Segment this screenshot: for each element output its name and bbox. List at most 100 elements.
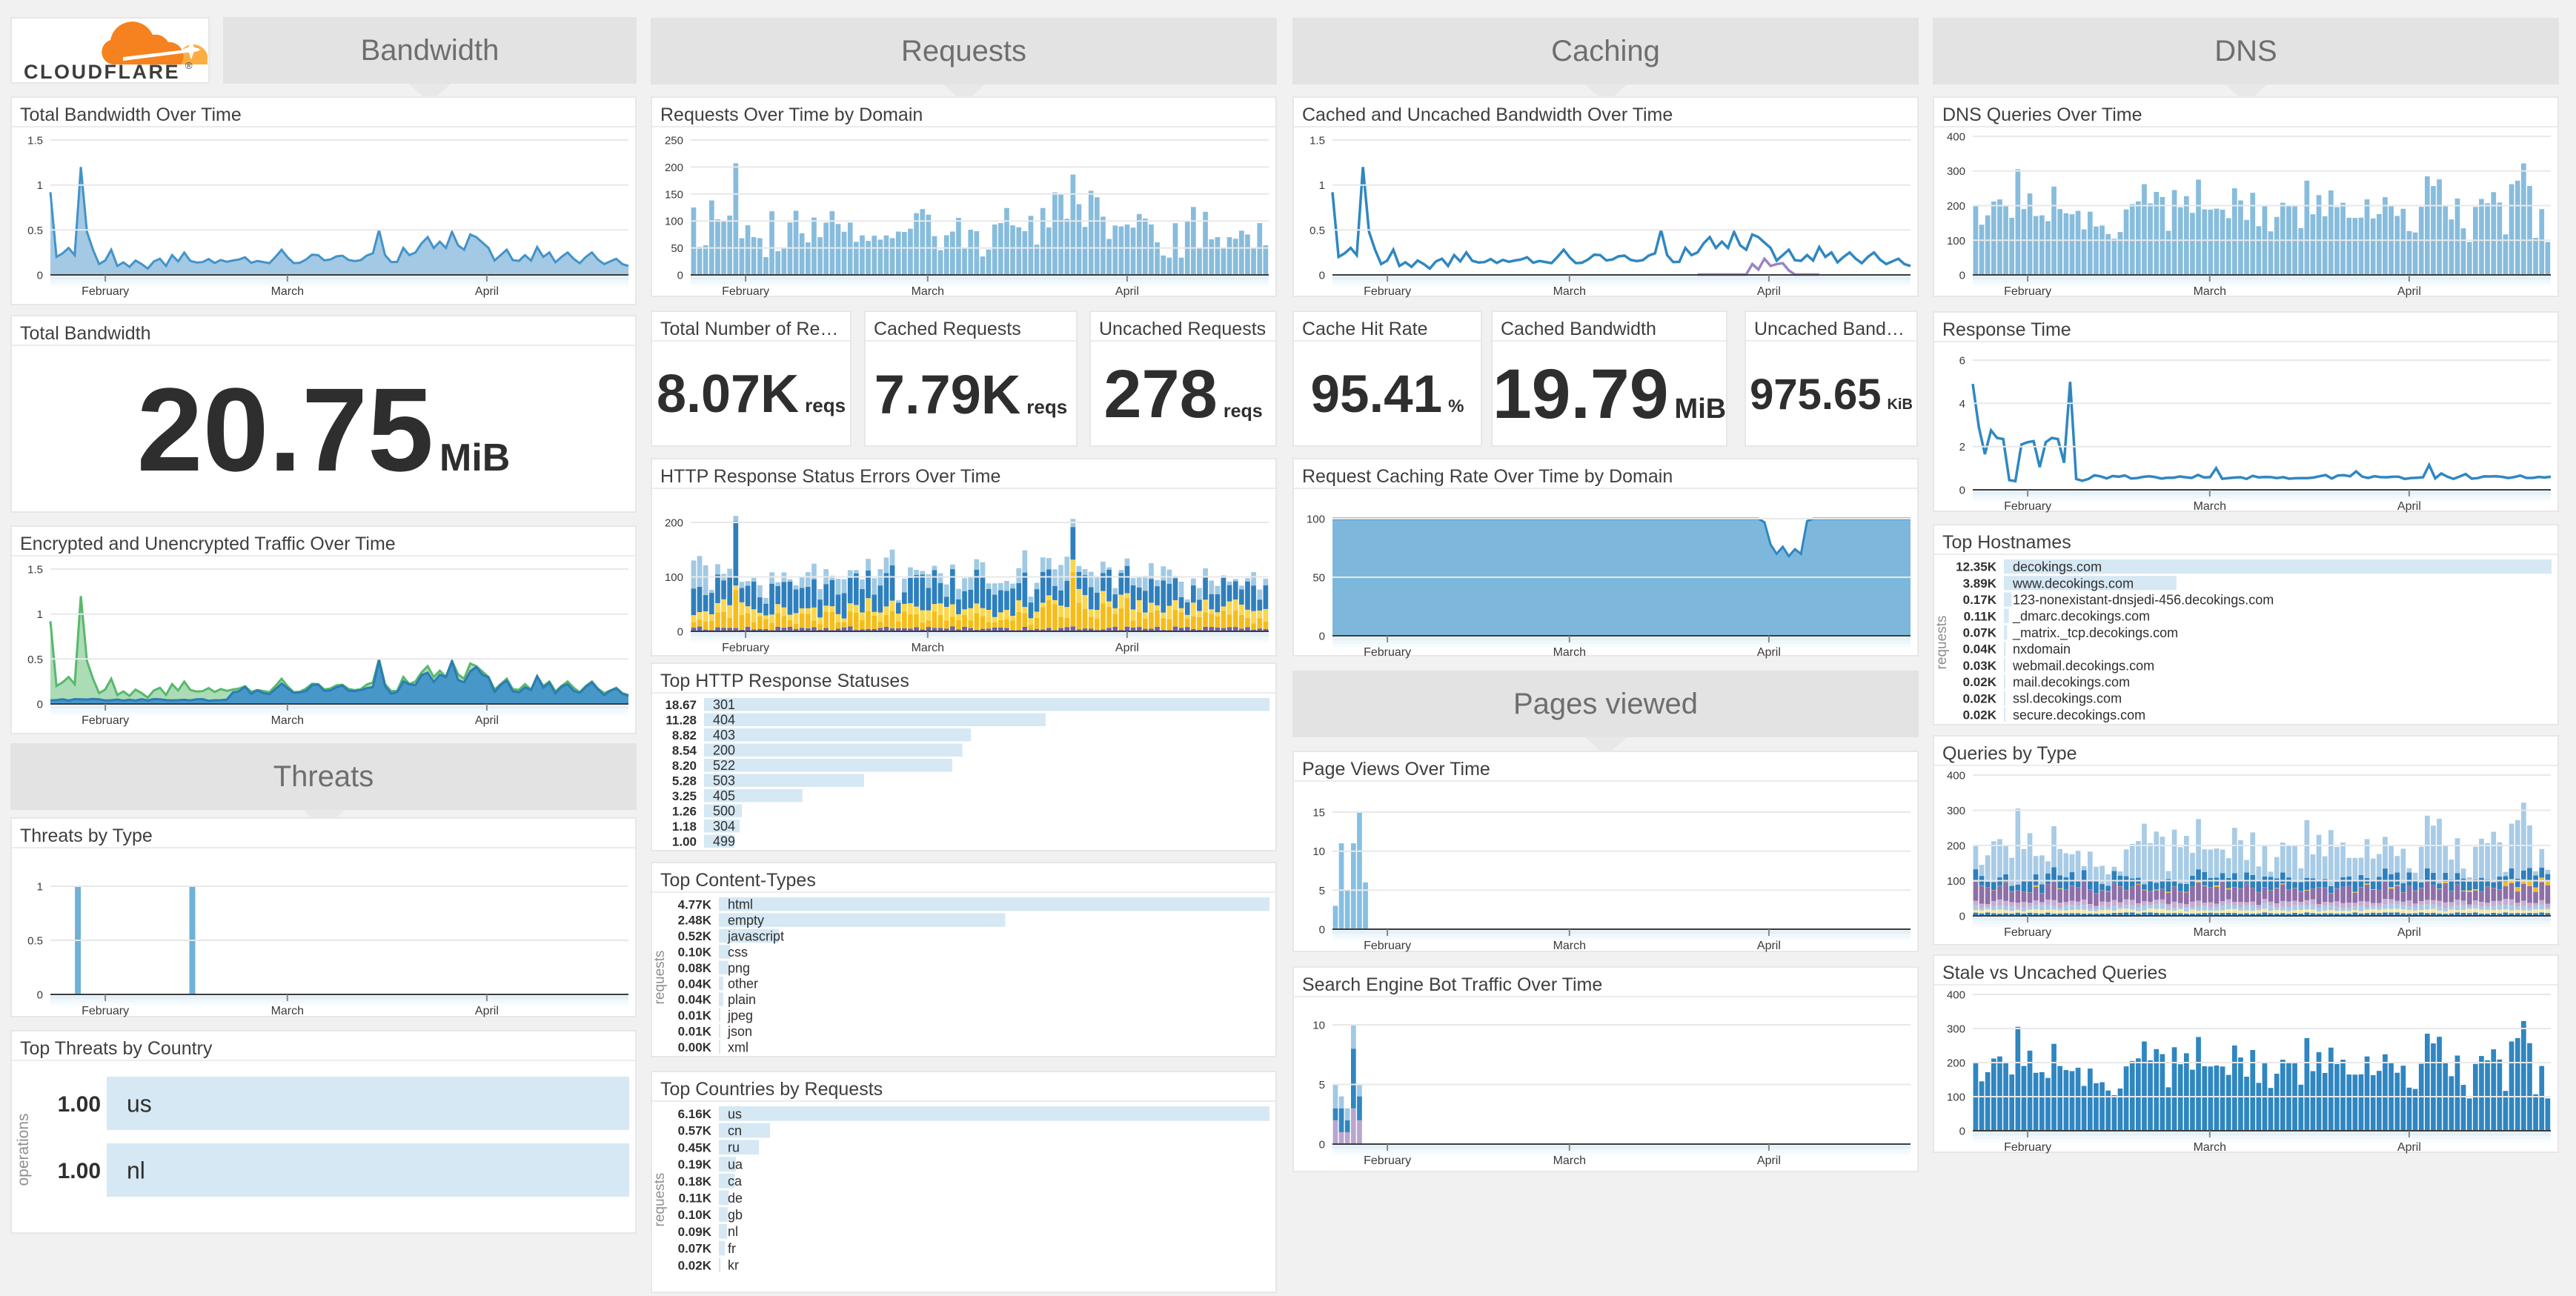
svg-text:javascript: javascript bbox=[727, 929, 784, 944]
svg-text:5.28: 5.28 bbox=[672, 774, 697, 788]
svg-text:1: 1 bbox=[37, 179, 43, 192]
svg-text:ua: ua bbox=[728, 1157, 743, 1172]
svg-text:April: April bbox=[2397, 285, 2421, 298]
svg-text:0: 0 bbox=[37, 989, 43, 1002]
svg-text:April: April bbox=[1757, 285, 1781, 298]
svg-text:18.67: 18.67 bbox=[665, 698, 697, 712]
svg-text:mail.decokings.com: mail.decokings.com bbox=[2013, 675, 2130, 690]
svg-text:5: 5 bbox=[1319, 885, 1325, 897]
svg-text:0.52K: 0.52K bbox=[678, 929, 712, 943]
svg-text:11.28: 11.28 bbox=[665, 713, 697, 727]
svg-text:html: html bbox=[728, 897, 753, 912]
svg-text:8.54: 8.54 bbox=[672, 743, 697, 757]
svg-text:500: 500 bbox=[713, 804, 735, 819]
svg-text:0: 0 bbox=[1319, 270, 1325, 282]
svg-text:decokings.com: decokings.com bbox=[2013, 559, 2102, 574]
svg-text:10: 10 bbox=[1312, 1020, 1325, 1032]
svg-text:xml: xml bbox=[728, 1040, 748, 1054]
svg-text:ru: ru bbox=[728, 1140, 740, 1155]
svg-text:1.00: 1.00 bbox=[58, 1092, 101, 1117]
svg-text:4.77K: 4.77K bbox=[678, 897, 712, 911]
svg-text:April: April bbox=[2397, 500, 2421, 513]
svg-text:requests: requests bbox=[1934, 616, 1950, 670]
svg-text:0: 0 bbox=[1959, 911, 1965, 923]
svg-text:403: 403 bbox=[713, 728, 735, 742]
svg-text:300: 300 bbox=[1947, 165, 1965, 178]
svg-text:plain: plain bbox=[728, 992, 756, 1007]
svg-text:nl: nl bbox=[728, 1224, 738, 1239]
svg-text:0: 0 bbox=[37, 699, 43, 711]
svg-text:ca: ca bbox=[728, 1174, 743, 1189]
svg-text:cn: cn bbox=[728, 1123, 742, 1138]
svg-text:February: February bbox=[1364, 285, 1411, 298]
svg-text:February: February bbox=[722, 642, 769, 654]
svg-text:50: 50 bbox=[671, 242, 683, 255]
svg-text:April: April bbox=[1757, 1154, 1781, 1167]
svg-text:2.48K: 2.48K bbox=[678, 914, 712, 928]
svg-text:100: 100 bbox=[1307, 514, 1325, 526]
svg-text:400: 400 bbox=[1947, 770, 1965, 782]
svg-text:0.04K: 0.04K bbox=[1963, 642, 1997, 657]
svg-text:1: 1 bbox=[37, 881, 43, 894]
svg-text:ssl.decokings.com: ssl.decokings.com bbox=[2013, 691, 2122, 706]
svg-text:February: February bbox=[2004, 926, 2051, 939]
svg-text:400: 400 bbox=[1947, 989, 1965, 1002]
svg-text:0.09K: 0.09K bbox=[678, 1225, 712, 1239]
svg-text:February: February bbox=[1364, 940, 1411, 952]
svg-text:404: 404 bbox=[713, 713, 735, 728]
svg-text:empty: empty bbox=[728, 913, 764, 928]
svg-text:15: 15 bbox=[1312, 807, 1325, 820]
svg-text:0.11K: 0.11K bbox=[679, 1192, 712, 1206]
svg-text:png: png bbox=[728, 960, 750, 975]
svg-text:March: March bbox=[271, 714, 304, 727]
svg-text:other: other bbox=[728, 977, 758, 991]
svg-text:10: 10 bbox=[1312, 845, 1325, 858]
svg-text:March: March bbox=[2194, 500, 2226, 513]
svg-text:0.02K: 0.02K bbox=[1963, 708, 1997, 722]
svg-text:6.16K: 6.16K bbox=[678, 1107, 712, 1121]
svg-text:1.00: 1.00 bbox=[58, 1159, 101, 1183]
svg-text:0.02K: 0.02K bbox=[1963, 675, 1997, 689]
svg-text:0.18K: 0.18K bbox=[678, 1174, 712, 1189]
svg-text:123-nonexistant-dnsjedi-456.de: 123-nonexistant-dnsjedi-456.decokings.co… bbox=[2013, 593, 2274, 608]
svg-text:0: 0 bbox=[1959, 1126, 1965, 1138]
svg-text:css: css bbox=[728, 945, 748, 960]
svg-text:March: March bbox=[271, 1005, 304, 1017]
svg-text:February: February bbox=[722, 285, 769, 298]
svg-text:503: 503 bbox=[713, 774, 735, 788]
svg-text:0.5: 0.5 bbox=[1309, 225, 1325, 237]
svg-text:operations: operations bbox=[15, 1113, 32, 1186]
svg-text:1.26: 1.26 bbox=[672, 804, 697, 818]
svg-text:gb: gb bbox=[728, 1208, 743, 1223]
svg-text:0.5: 0.5 bbox=[27, 225, 43, 237]
svg-text:0: 0 bbox=[1959, 270, 1965, 282]
svg-text:405: 405 bbox=[713, 788, 735, 803]
svg-text:1.00: 1.00 bbox=[672, 834, 697, 848]
svg-text:300: 300 bbox=[1947, 1023, 1965, 1036]
svg-text:February: February bbox=[2004, 500, 2051, 513]
svg-text:8.20: 8.20 bbox=[672, 759, 697, 773]
svg-text:secure.decokings.com: secure.decokings.com bbox=[2013, 708, 2145, 722]
svg-text:April: April bbox=[2397, 926, 2421, 939]
svg-text:0.03K: 0.03K bbox=[1963, 659, 1997, 673]
svg-text:8.82: 8.82 bbox=[672, 728, 697, 742]
svg-text:requests: requests bbox=[652, 1173, 668, 1227]
svg-text:April: April bbox=[2397, 1141, 2421, 1154]
svg-text:200: 200 bbox=[1947, 840, 1965, 853]
svg-text:200: 200 bbox=[665, 162, 683, 174]
svg-text:March: March bbox=[2194, 926, 2226, 939]
svg-text:March: March bbox=[1553, 646, 1586, 659]
svg-text:1: 1 bbox=[1319, 179, 1325, 192]
svg-text:50: 50 bbox=[1312, 572, 1325, 585]
svg-text:100: 100 bbox=[1947, 1091, 1965, 1104]
svg-text:fr: fr bbox=[728, 1241, 736, 1256]
svg-text:www.decokings.com: www.decokings.com bbox=[2012, 576, 2134, 591]
svg-text:0: 0 bbox=[37, 270, 43, 282]
svg-text:200: 200 bbox=[713, 743, 735, 758]
svg-text:0.02K: 0.02K bbox=[678, 1258, 712, 1272]
svg-text:1.5: 1.5 bbox=[1309, 135, 1325, 147]
svg-text:250: 250 bbox=[665, 135, 683, 147]
svg-text:February: February bbox=[82, 714, 129, 727]
svg-text:_dmarc.decokings.com: _dmarc.decokings.com bbox=[2012, 609, 2150, 625]
svg-text:®: ® bbox=[185, 60, 193, 71]
